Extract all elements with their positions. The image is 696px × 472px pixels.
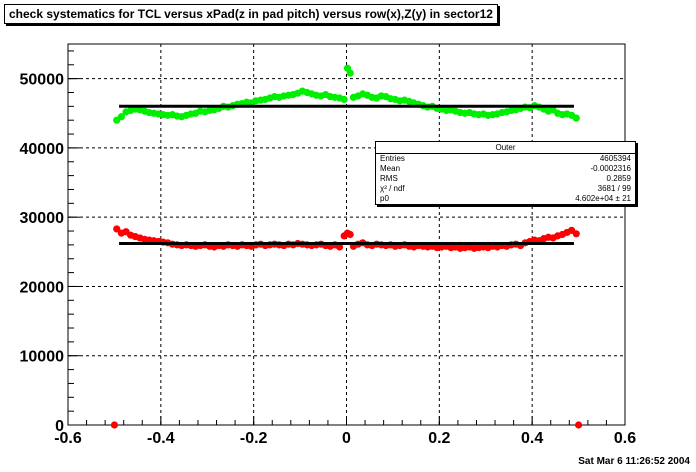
stats-title: Outer bbox=[376, 142, 635, 154]
x-tick-label: 0.6 bbox=[614, 430, 636, 447]
x-tick-label: -0.2 bbox=[240, 430, 268, 447]
stats-value: -0.0002316 bbox=[590, 164, 631, 173]
axes: -0.6 -0.4 -0.2 0 0.2 0.4 0.6 0 10000 20000 30000 40… bbox=[20, 50, 636, 447]
x-tick-label: -0.6 bbox=[54, 430, 82, 447]
stats-row-mean: Mean -0.0002316 bbox=[376, 164, 635, 174]
stats-label: Mean bbox=[380, 164, 401, 173]
stats-row-chi2: χ² / ndf 3681 / 99 bbox=[376, 184, 635, 194]
data-point bbox=[346, 230, 354, 239]
stats-value: 0.2859 bbox=[606, 174, 631, 183]
y-tick-label: 40000 bbox=[20, 141, 65, 158]
chart-title: check systematics for TCL versus xPad(z … bbox=[4, 4, 498, 24]
stats-row-rms: RMS 0.2859 bbox=[376, 174, 635, 184]
fit-lines bbox=[119, 104, 574, 246]
stats-value: 4.602e+04 ± 21 bbox=[575, 194, 631, 203]
data-point bbox=[110, 421, 119, 429]
stats-value: 3681 / 99 bbox=[597, 184, 631, 193]
data-point bbox=[117, 113, 125, 121]
y-tick-label: 20000 bbox=[20, 279, 65, 296]
data-point bbox=[574, 421, 583, 429]
data-point bbox=[113, 225, 121, 233]
stats-row-p0: p0 4.602e+04 ± 21 bbox=[376, 194, 635, 204]
x-tick-label: 0 bbox=[342, 430, 351, 447]
y-tick-label: 50000 bbox=[20, 72, 65, 89]
stats-label: χ² / ndf bbox=[380, 184, 405, 193]
data-point bbox=[572, 114, 580, 122]
x-tick-label: -0.4 bbox=[147, 430, 175, 447]
stats-value: 4605394 bbox=[599, 154, 631, 163]
stats-label: p0 bbox=[380, 194, 389, 203]
y-tick-label: 30000 bbox=[20, 210, 65, 227]
stats-box: Outer Entries 4605394 Mean -0.0002316 RM… bbox=[375, 141, 636, 205]
data-point bbox=[346, 69, 354, 77]
stats-label: Entries bbox=[380, 154, 405, 163]
data-point bbox=[335, 243, 344, 251]
y-tick-label: 10000 bbox=[20, 349, 65, 366]
stats-row-entries: Entries 4605394 bbox=[376, 154, 635, 164]
data-point bbox=[340, 95, 348, 104]
x-tick-label: 0.2 bbox=[428, 430, 450, 447]
y-tick-label: 0 bbox=[55, 418, 64, 435]
stats-label: RMS bbox=[380, 174, 398, 183]
x-tick-label: 0.4 bbox=[521, 430, 543, 447]
timestamp: Sat Mar 6 11:26:52 2004 bbox=[578, 456, 690, 467]
data-point bbox=[572, 230, 580, 238]
